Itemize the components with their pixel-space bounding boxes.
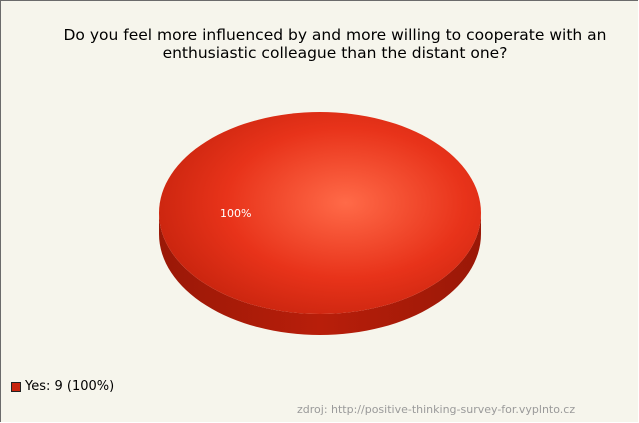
chart-title-line-2: enthusiastic colleague than the distant … <box>162 44 508 62</box>
pie-slice-yes <box>159 112 481 314</box>
legend-label-yes: Yes: 9 (100%) <box>25 379 115 394</box>
legend: Yes: 9 (100%) <box>11 379 114 394</box>
legend-swatch-yes <box>11 381 21 392</box>
pie-label-yes: 100% <box>220 207 251 220</box>
pie-side <box>159 213 481 335</box>
source-credit: zdroj: http://positive-thinking-survey-f… <box>297 403 576 416</box>
chart-title: Do you feel more influenced by and more … <box>1 26 638 62</box>
chart-title-line-1: Do you feel more influenced by and more … <box>63 26 607 44</box>
